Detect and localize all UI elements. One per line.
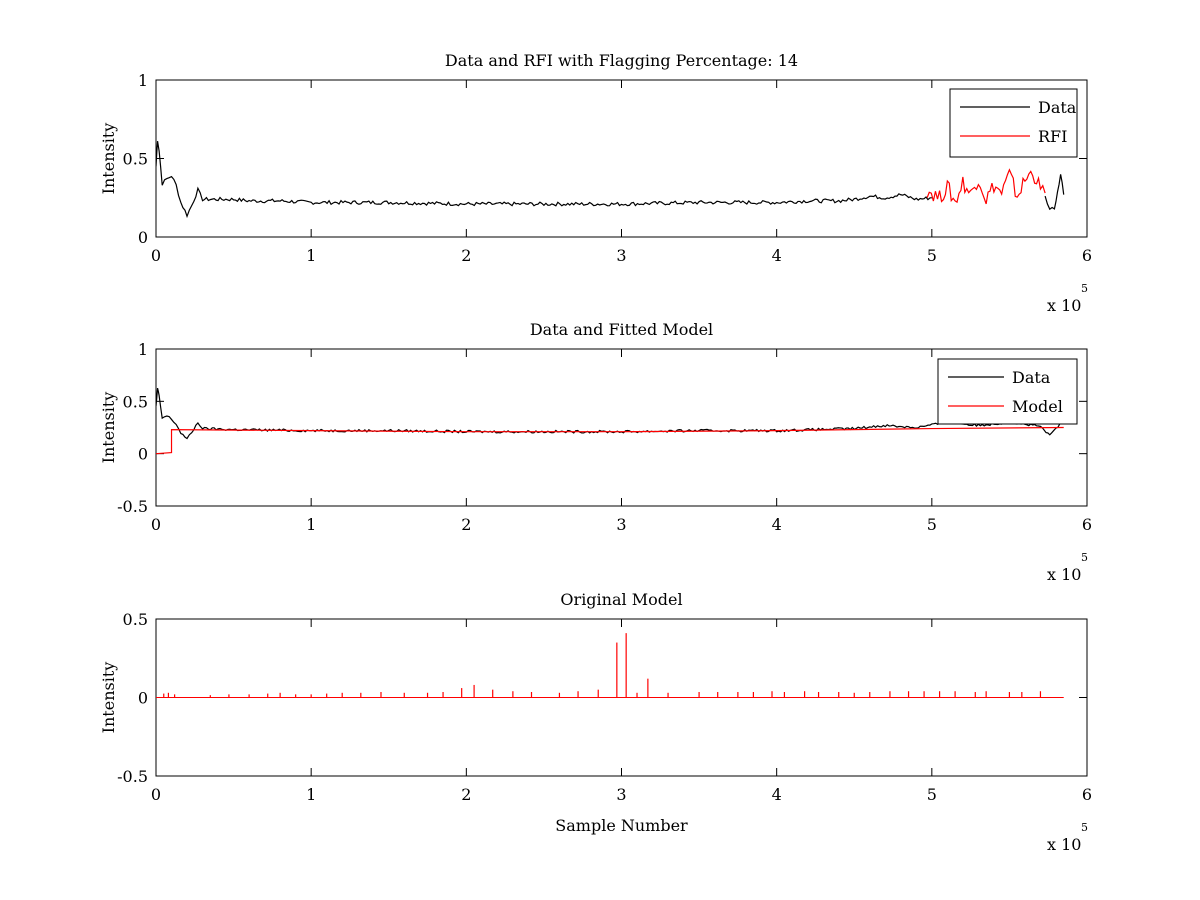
- x-tick-label: 4: [772, 246, 782, 265]
- y-tick-label: 1: [138, 71, 148, 90]
- chart-panel-1: 0 1 2 3 4 5 6 0 0.5 1 Data and RFI with Flagging P…: [99, 51, 1092, 315]
- y-tick-label: 0: [138, 689, 148, 708]
- x-tick-label: 2: [461, 785, 471, 804]
- chart-title: Data and RFI with Flagging Percentage: 1…: [445, 51, 798, 70]
- series-line-rfi: [926, 168, 1046, 205]
- series-line-data: [156, 141, 932, 219]
- y-tick-label: -0.5: [117, 497, 148, 516]
- x-tick-label: 1: [306, 515, 316, 534]
- legend-label-model: Model: [1012, 397, 1063, 416]
- x-tick-label: 0: [151, 785, 161, 804]
- plot-area: [156, 141, 1065, 219]
- x-multiplier-exponent: 5: [1081, 821, 1088, 834]
- chart-title: Data and Fitted Model: [530, 320, 713, 339]
- x-tick-label: 4: [772, 515, 782, 534]
- x-axis-label: Sample Number: [555, 816, 688, 835]
- x-tick-label: 4: [772, 785, 782, 804]
- x-tick-label: 6: [1082, 246, 1092, 265]
- x-multiplier-base: x 10: [1047, 835, 1081, 854]
- y-tick-label: -0.5: [117, 767, 148, 786]
- x-tick-label: 6: [1082, 785, 1092, 804]
- legend-label-rfi: RFI: [1038, 127, 1067, 146]
- x-tick-label: 3: [616, 246, 626, 265]
- plot-area: [156, 633, 1064, 698]
- x-multiplier-exponent: 5: [1081, 551, 1088, 564]
- plot-area: [156, 387, 1064, 455]
- x-tick-label: 0: [151, 246, 161, 265]
- x-tick-label: 1: [306, 785, 316, 804]
- x-tick-label: 2: [461, 246, 471, 265]
- x-tick-label: 0: [151, 515, 161, 534]
- y-tick-label: 0.5: [123, 610, 148, 629]
- x-tick-label: 5: [927, 515, 937, 534]
- y-tick-label: 1: [138, 340, 148, 359]
- x-tick-label: 2: [461, 515, 471, 534]
- legend: Data Model: [937, 358, 1078, 425]
- x-tick-label: 3: [616, 515, 626, 534]
- legend-box: [937, 358, 1078, 425]
- axes-frame: [155, 348, 1088, 507]
- x-tick-label: 5: [927, 246, 937, 265]
- y-tick-label: 0: [138, 445, 148, 464]
- chart-title: Original Model: [560, 590, 682, 609]
- x-tick-label: 1: [306, 246, 316, 265]
- legend-label-data: Data: [1012, 368, 1051, 387]
- y-tick-label: 0: [138, 228, 148, 247]
- x-multiplier-base: x 10: [1047, 296, 1081, 315]
- legend: Data RFI: [949, 88, 1078, 158]
- x-tick-label: 6: [1082, 515, 1092, 534]
- y-tick-label: 0.5: [123, 392, 148, 411]
- x-multiplier-base: x 10: [1047, 565, 1081, 584]
- x-tick-label: 5: [927, 785, 937, 804]
- x-multiplier-exponent: 5: [1081, 282, 1088, 295]
- x-tick-label: 3: [616, 785, 626, 804]
- y-axis-label: Intensity: [99, 123, 118, 195]
- legend-label-data: Data: [1038, 98, 1077, 117]
- series-line-data-tail: [1044, 174, 1065, 211]
- series-line-model: [156, 426, 1064, 455]
- y-tick-label: 0.5: [123, 150, 148, 169]
- legend-box: [949, 88, 1078, 158]
- axes-frame: [155, 79, 1088, 238]
- y-axis-label: Intensity: [99, 392, 118, 464]
- y-axis-label: Intensity: [99, 662, 118, 734]
